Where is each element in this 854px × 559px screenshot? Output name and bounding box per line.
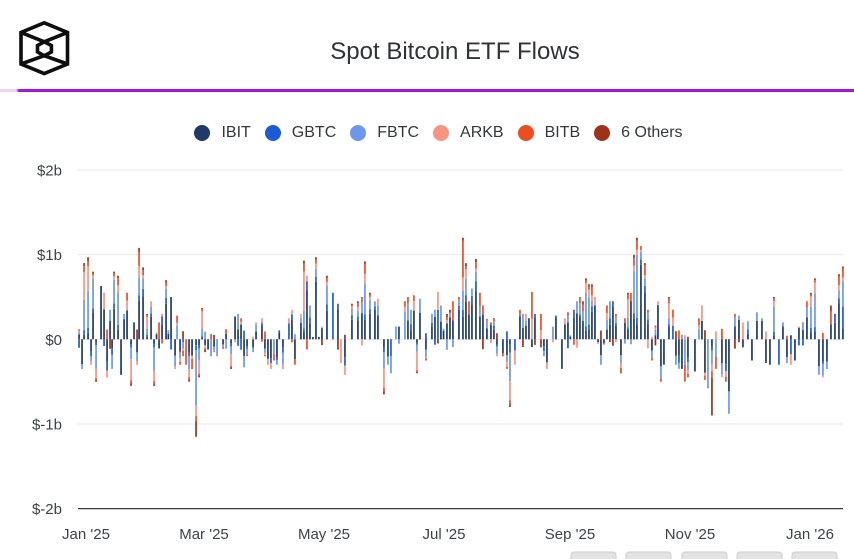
svg-text:Jul '25: Jul '25 [423,526,466,543]
svg-text:$-1b: $-1b [32,417,62,434]
svg-text:$0: $0 [45,332,62,349]
svg-text:Sep '25: Sep '25 [545,526,595,543]
svg-text:Nov '25: Nov '25 [665,526,715,543]
svg-text:$1b: $1b [37,247,62,264]
svg-text:May '25: May '25 [298,526,350,543]
svg-text:Jan '26: Jan '26 [786,526,834,543]
svg-text:$-2b: $-2b [32,501,62,518]
svg-text:Mar '25: Mar '25 [179,526,229,543]
svg-text:$2b: $2b [37,163,62,180]
svg-text:Jan '25: Jan '25 [62,526,110,543]
